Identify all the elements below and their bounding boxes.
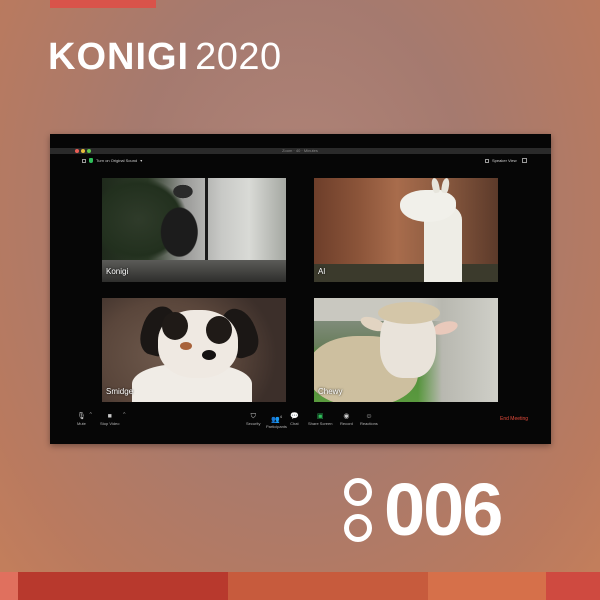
window-title: Zoom · 40 · Minutes bbox=[282, 148, 318, 153]
umbrella-pole bbox=[205, 178, 209, 270]
footer-color-bar bbox=[0, 572, 600, 600]
participants-button[interactable]: 👥4 Participants bbox=[266, 412, 287, 429]
shield-icon: ⛉ bbox=[250, 413, 256, 420]
meeting-toolbar: 🎙 Mute ^ ■ Stop Video ^ ⛉ Security 👥4 Pa… bbox=[50, 410, 551, 430]
brand-logo: KONIGI 2020 bbox=[48, 36, 282, 79]
chat-bubble-icon: 💬 bbox=[290, 413, 299, 420]
close-window-button[interactable] bbox=[75, 149, 79, 153]
circle-icon bbox=[344, 478, 372, 506]
original-sound-label: Turn on Original Sound bbox=[96, 158, 138, 163]
speaker-view-button[interactable]: Speaker View bbox=[485, 157, 527, 164]
record-icon: ◉ bbox=[343, 413, 350, 420]
ground bbox=[314, 264, 498, 282]
people-icon: 👥4 bbox=[270, 414, 282, 424]
dog-tan-mark bbox=[180, 342, 192, 350]
stop-video-button[interactable]: ■ Stop Video ^ bbox=[100, 412, 126, 426]
participant-name: Al bbox=[318, 267, 326, 276]
microphone-icon: 🎙 bbox=[77, 413, 86, 420]
video-tile-konigi[interactable]: Konigi bbox=[102, 178, 286, 282]
footer-segment bbox=[0, 572, 18, 600]
record-label: Record bbox=[340, 421, 353, 426]
table-surface bbox=[102, 260, 286, 282]
chat-button[interactable]: 💬 Chat bbox=[290, 412, 299, 426]
circle-icon bbox=[344, 514, 372, 542]
participant-name: Konigi bbox=[106, 267, 129, 276]
sheep-fleece bbox=[378, 302, 440, 324]
footer-segment bbox=[428, 572, 546, 600]
security-button[interactable]: ⛉ Security bbox=[246, 412, 260, 426]
original-sound-button[interactable]: Turn on Original Sound ▾ bbox=[82, 157, 142, 164]
footer-segment bbox=[228, 572, 428, 600]
share-screen-icon: ▣ bbox=[316, 413, 324, 420]
reactions-label: Reactions bbox=[360, 421, 378, 426]
chevron-down-icon: ▾ bbox=[140, 158, 143, 163]
share-screen-label: Share Screen bbox=[308, 421, 333, 426]
dog-nose bbox=[202, 350, 216, 360]
chevron-up-icon[interactable]: ^ bbox=[89, 412, 92, 418]
brand-year: 2020 bbox=[195, 36, 282, 78]
episode-number: 006 bbox=[384, 468, 503, 551]
shield-icon bbox=[89, 158, 93, 163]
video-tile-chewy[interactable]: Chewy bbox=[314, 298, 498, 402]
zoom-window: Zoom · 40 · Minutes Turn on Original Sou… bbox=[50, 134, 551, 444]
reactions-button[interactable]: ☺ Reactions bbox=[360, 412, 378, 426]
dog-eye-patch bbox=[162, 312, 188, 340]
video-camera-icon: ■ bbox=[107, 413, 112, 420]
participant-name: Chewy bbox=[318, 387, 343, 396]
maximize-window-button[interactable] bbox=[87, 149, 91, 153]
footer-segment bbox=[546, 572, 600, 600]
alpaca-head bbox=[400, 190, 456, 222]
smiley-icon: ☺ bbox=[365, 413, 373, 420]
end-meeting-button[interactable]: End Meeting bbox=[500, 416, 529, 422]
chevron-up-icon[interactable]: ^ bbox=[123, 412, 126, 418]
footer-segment bbox=[18, 572, 228, 600]
top-accent-bar bbox=[50, 0, 156, 8]
dog-eye-patch bbox=[206, 316, 232, 344]
mute-label: Mute bbox=[77, 421, 86, 426]
info-icon bbox=[82, 158, 86, 163]
mute-button[interactable]: 🎙 Mute ^ bbox=[77, 412, 92, 426]
minimize-window-button[interactable] bbox=[81, 149, 85, 153]
participant-name: Smidge bbox=[106, 387, 134, 396]
video-tile-al[interactable]: Al bbox=[314, 178, 498, 282]
chat-label: Chat bbox=[290, 421, 299, 426]
brand-name: KONIGI bbox=[48, 36, 190, 78]
security-label: Security bbox=[246, 421, 261, 426]
participants-label: Participants bbox=[266, 424, 287, 430]
stop-video-label: Stop Video bbox=[100, 421, 120, 426]
speaker-view-label: Speaker View bbox=[492, 158, 517, 163]
episode-circles-icon bbox=[344, 478, 380, 548]
fullscreen-icon[interactable] bbox=[521, 158, 527, 163]
participants-count: 4 bbox=[279, 414, 282, 419]
video-tile-smidge[interactable]: Smidge bbox=[102, 298, 286, 402]
record-button[interactable]: ◉ Record bbox=[340, 412, 353, 426]
share-screen-button[interactable]: ▣ Share Screen bbox=[308, 412, 332, 426]
window-titlebar bbox=[50, 148, 551, 154]
alpaca-ear bbox=[440, 178, 451, 194]
grid-view-icon bbox=[485, 158, 489, 163]
